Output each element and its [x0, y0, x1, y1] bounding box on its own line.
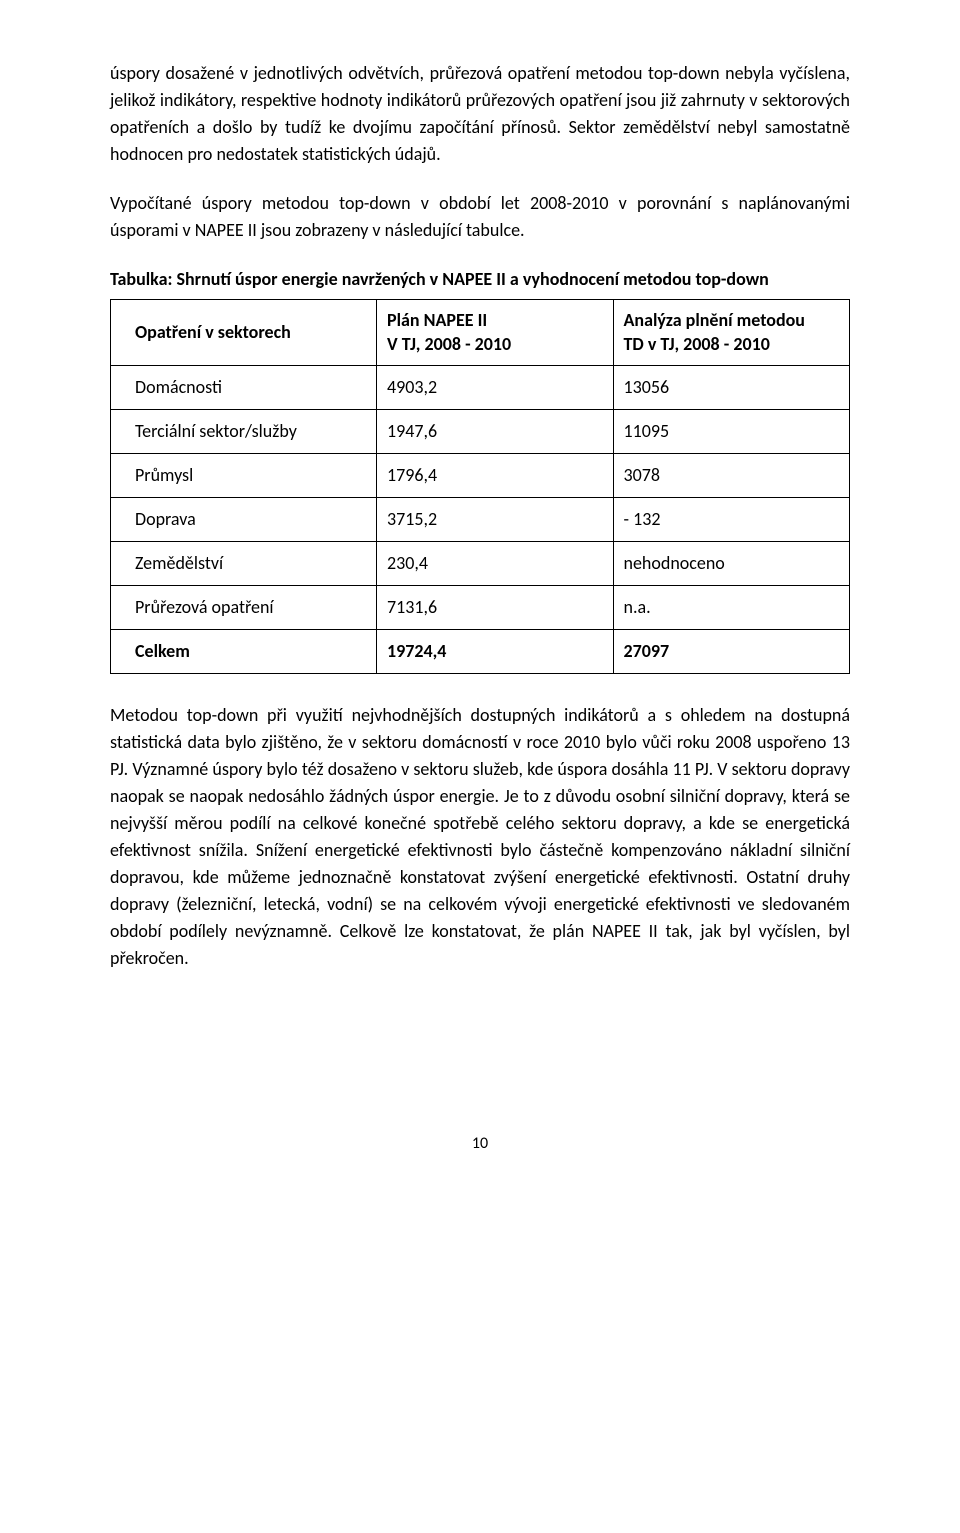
th-measures-label: Opatření v sektorech: [135, 320, 366, 344]
th-analysis-line2: TD v TJ, 2008 - 2010: [624, 332, 840, 356]
cell-result: n.a.: [613, 585, 850, 629]
cell-label: Zemědělství: [111, 541, 377, 585]
intro-paragraph-1: úspory dosažené v jednotlivých odvětvích…: [110, 60, 850, 168]
th-plan-line1: Plán NAPEE II: [387, 308, 602, 332]
table-row: Zemědělství 230,4 nehodnoceno: [111, 541, 850, 585]
cell-result: 11095: [613, 409, 850, 453]
cell-total-label: Celkem: [111, 629, 377, 673]
cell-result: - 132: [613, 497, 850, 541]
cell-label: Domácnosti: [111, 365, 377, 409]
cell-result: 3078: [613, 453, 850, 497]
cell-label: Terciální sektor/služby: [111, 409, 377, 453]
intro-paragraph-2: Vypočítané úspory metodou top-down v obd…: [110, 190, 850, 244]
summary-table: Opatření v sektorech Plán NAPEE II V TJ,…: [110, 299, 850, 674]
table-row: Doprava 3715,2 - 132: [111, 497, 850, 541]
cell-plan: 4903,2: [377, 365, 613, 409]
page-number: 10: [110, 1132, 850, 1156]
table-row: Průmysl 1796,4 3078: [111, 453, 850, 497]
table-row: Průřezová opatření 7131,6 n.a.: [111, 585, 850, 629]
th-analysis: Analýza plnění metodou TD v TJ, 2008 - 2…: [613, 300, 850, 366]
table-header-row: Opatření v sektorech Plán NAPEE II V TJ,…: [111, 300, 850, 366]
cell-plan: 3715,2: [377, 497, 613, 541]
table-row: Terciální sektor/služby 1947,6 11095: [111, 409, 850, 453]
table-caption: Tabulka: Shrnutí úspor energie navrženýc…: [110, 266, 850, 293]
cell-total-plan: 19724,4: [377, 629, 613, 673]
th-plan-line2: V TJ, 2008 - 2010: [387, 332, 602, 356]
cell-plan: 7131,6: [377, 585, 613, 629]
cell-result: nehodnoceno: [613, 541, 850, 585]
cell-plan: 1947,6: [377, 409, 613, 453]
table-row-total: Celkem 19724,4 27097: [111, 629, 850, 673]
conclusion-paragraph: Metodou top-down při využití nejvhodnějš…: [110, 702, 850, 972]
cell-result: 13056: [613, 365, 850, 409]
th-plan: Plán NAPEE II V TJ, 2008 - 2010: [377, 300, 613, 366]
cell-total-result: 27097: [613, 629, 850, 673]
cell-plan: 230,4: [377, 541, 613, 585]
cell-plan: 1796,4: [377, 453, 613, 497]
cell-label: Doprava: [111, 497, 377, 541]
cell-label: Průmysl: [111, 453, 377, 497]
th-analysis-line1: Analýza plnění metodou: [624, 308, 840, 332]
th-measures: Opatření v sektorech: [111, 300, 377, 366]
cell-label: Průřezová opatření: [111, 585, 377, 629]
table-row: Domácnosti 4903,2 13056: [111, 365, 850, 409]
